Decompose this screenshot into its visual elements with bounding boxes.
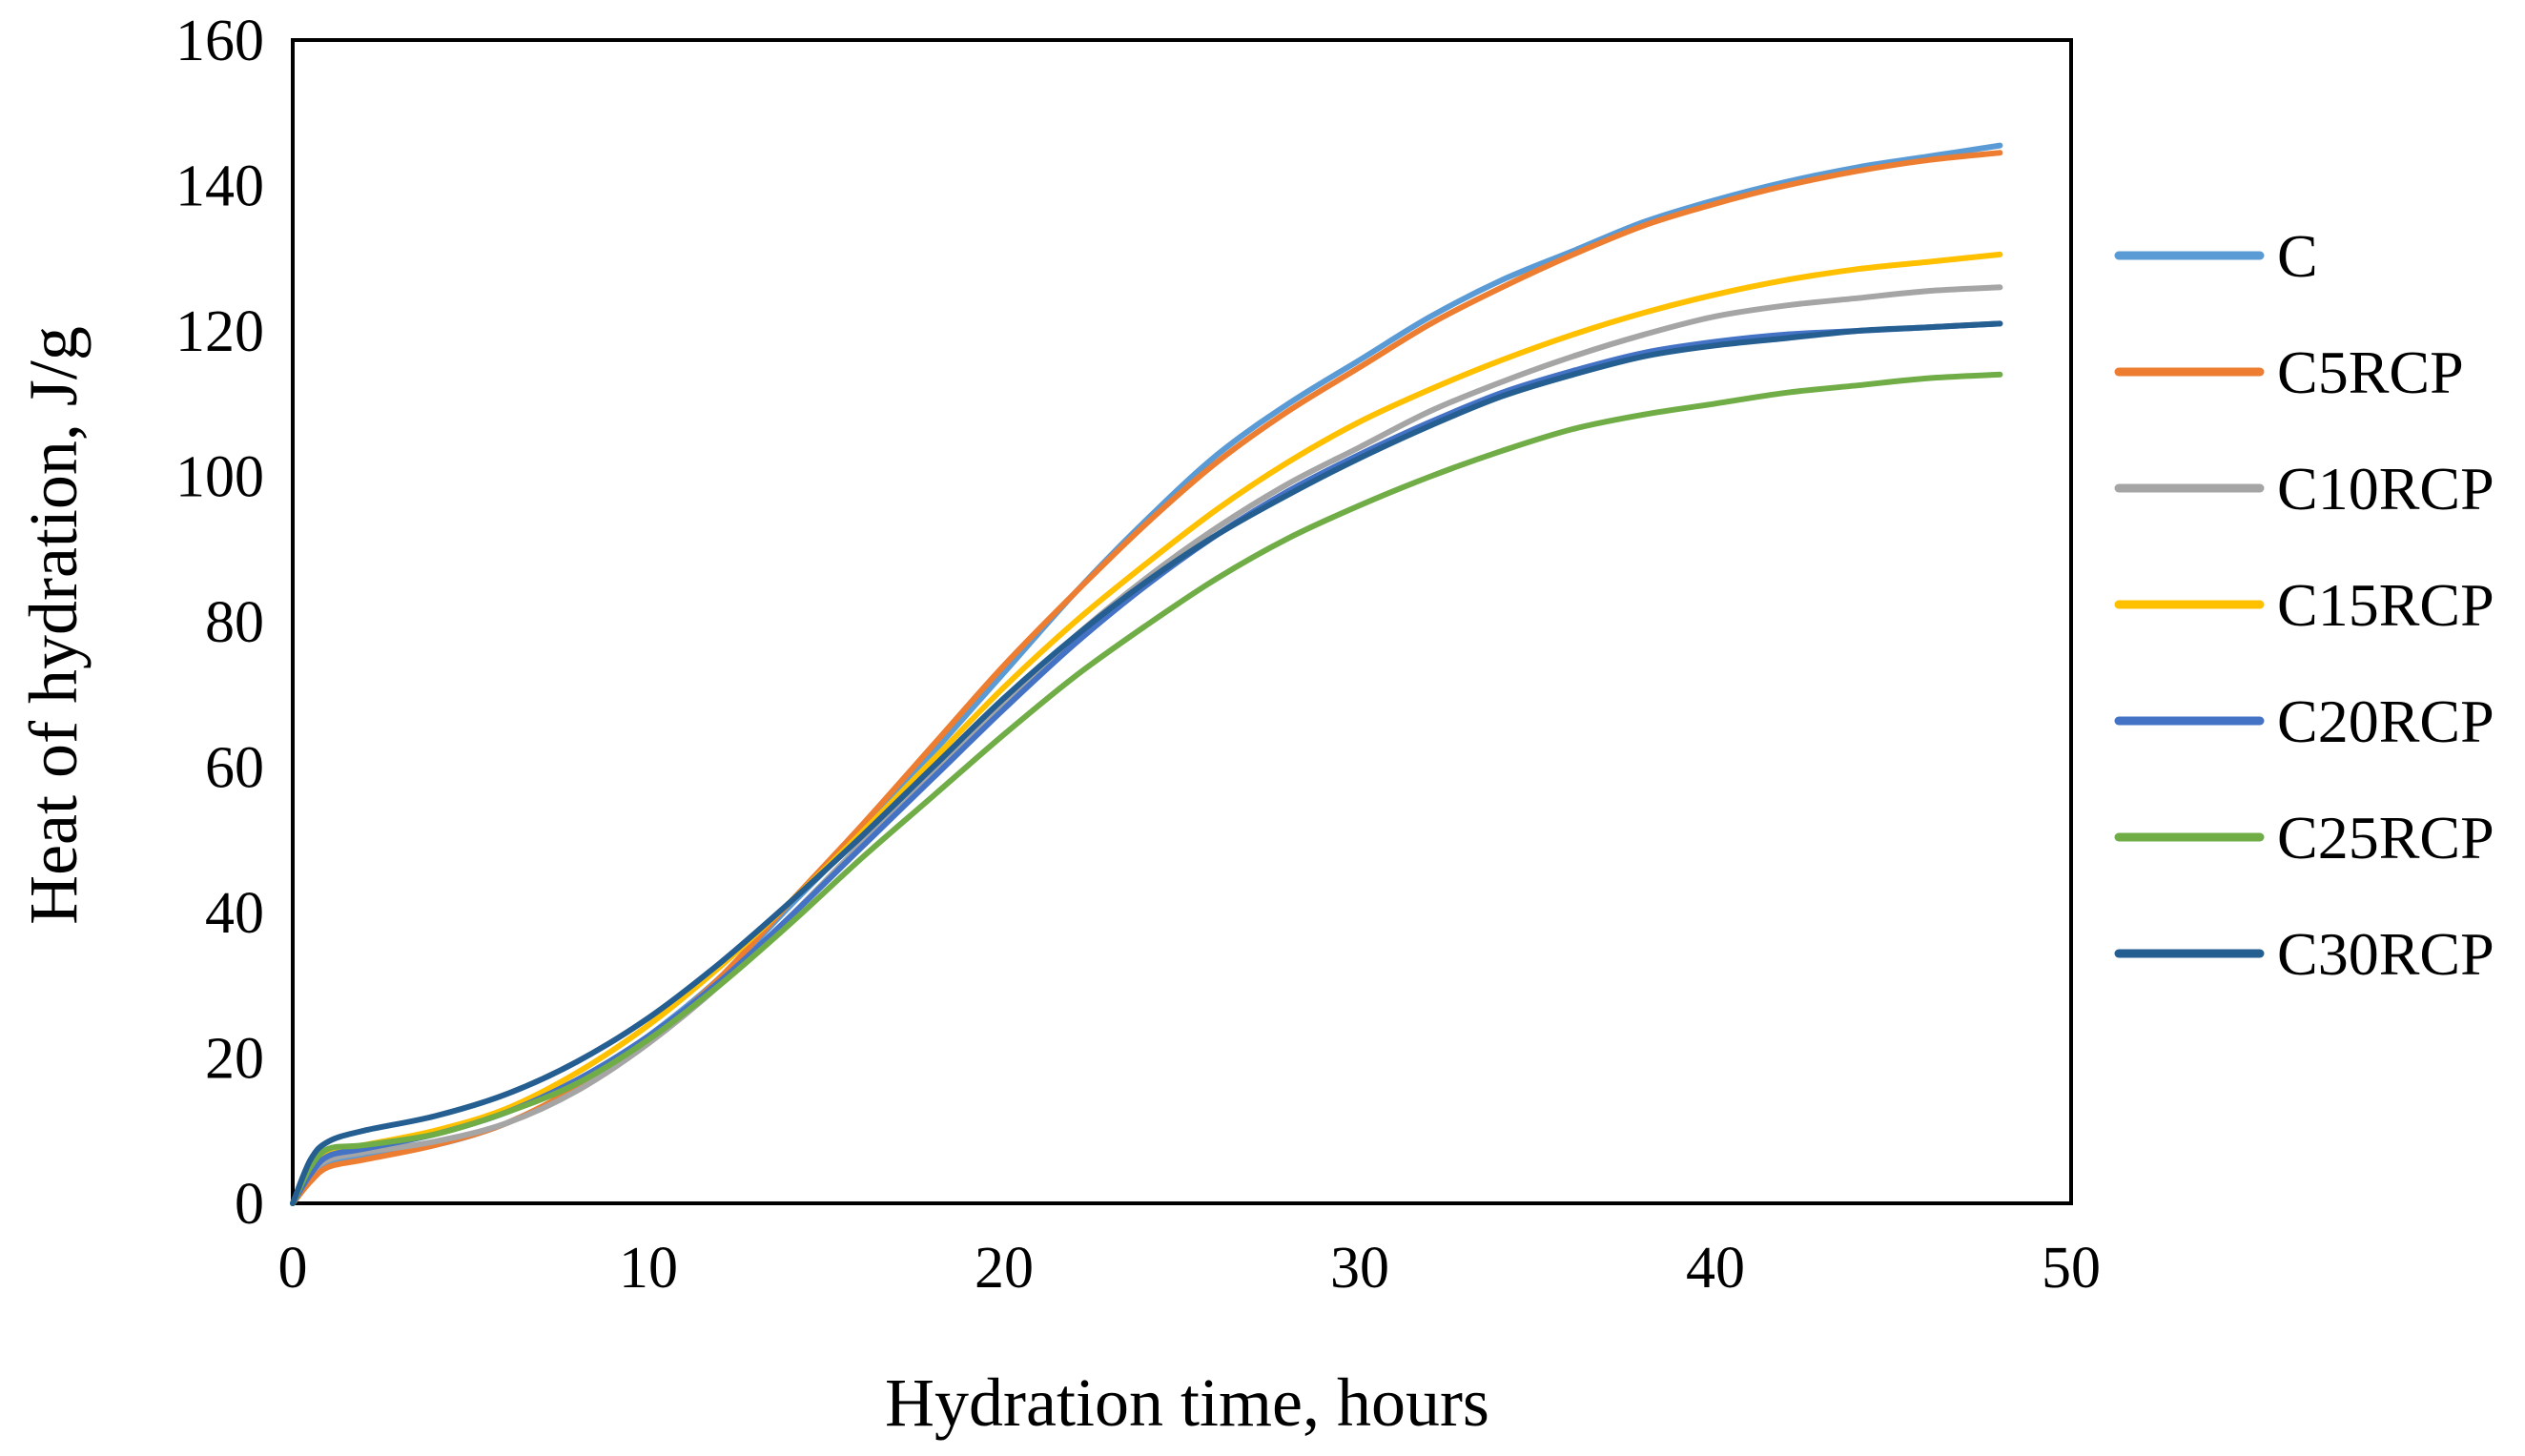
x-tick-label: 30	[1330, 1236, 1389, 1301]
series-line-c15rcp	[290, 251, 2003, 1206]
legend-label-c5rcp: C5RCP	[2277, 338, 2464, 406]
y-tick-label: 60	[205, 736, 264, 801]
legend-label-c15rcp: C15RCP	[2277, 571, 2494, 639]
legend-label-c20rcp: C20RCP	[2277, 687, 2494, 755]
y-axis-title: Heat of hydration, J/g	[15, 326, 92, 925]
x-tick-label: 10	[619, 1236, 678, 1301]
legend-label-c: C	[2277, 222, 2318, 290]
legend-label-c25rcp: C25RCP	[2277, 804, 2494, 872]
plot-area	[291, 38, 2073, 1205]
x-tick-label: 0	[278, 1236, 308, 1301]
y-tick-label: 120	[175, 299, 264, 364]
series-layer	[290, 142, 2003, 1206]
x-tick-label: 50	[2042, 1236, 2101, 1301]
y-tick-label: 160	[175, 9, 264, 73]
x-axis-title: Hydration time, hours	[885, 1364, 1489, 1441]
x-axis-ticks: 0 10 20 30 40 50	[278, 1236, 2102, 1301]
series-line-c25rcp	[290, 371, 2003, 1206]
x-tick-label: 20	[975, 1236, 1034, 1301]
series-line-c30rcp	[290, 320, 2003, 1206]
y-tick-label: 0	[235, 1172, 264, 1237]
legend: C C5RCP C10RCP C15RCP C20RCP C25RCP C30RCP	[2114, 222, 2494, 988]
y-tick-label: 20	[205, 1027, 264, 1092]
x-tick-label: 40	[1686, 1236, 1745, 1301]
y-axis-ticks: 0 20 40 60 80 100 120 140 160	[175, 9, 264, 1237]
y-tick-label: 100	[175, 445, 264, 510]
y-tick-label: 80	[205, 590, 264, 655]
legend-label-c30rcp: C30RCP	[2277, 920, 2494, 988]
y-tick-label: 40	[205, 881, 264, 946]
legend-label-c10rcp: C10RCP	[2277, 455, 2494, 523]
y-tick-label: 140	[175, 154, 264, 219]
